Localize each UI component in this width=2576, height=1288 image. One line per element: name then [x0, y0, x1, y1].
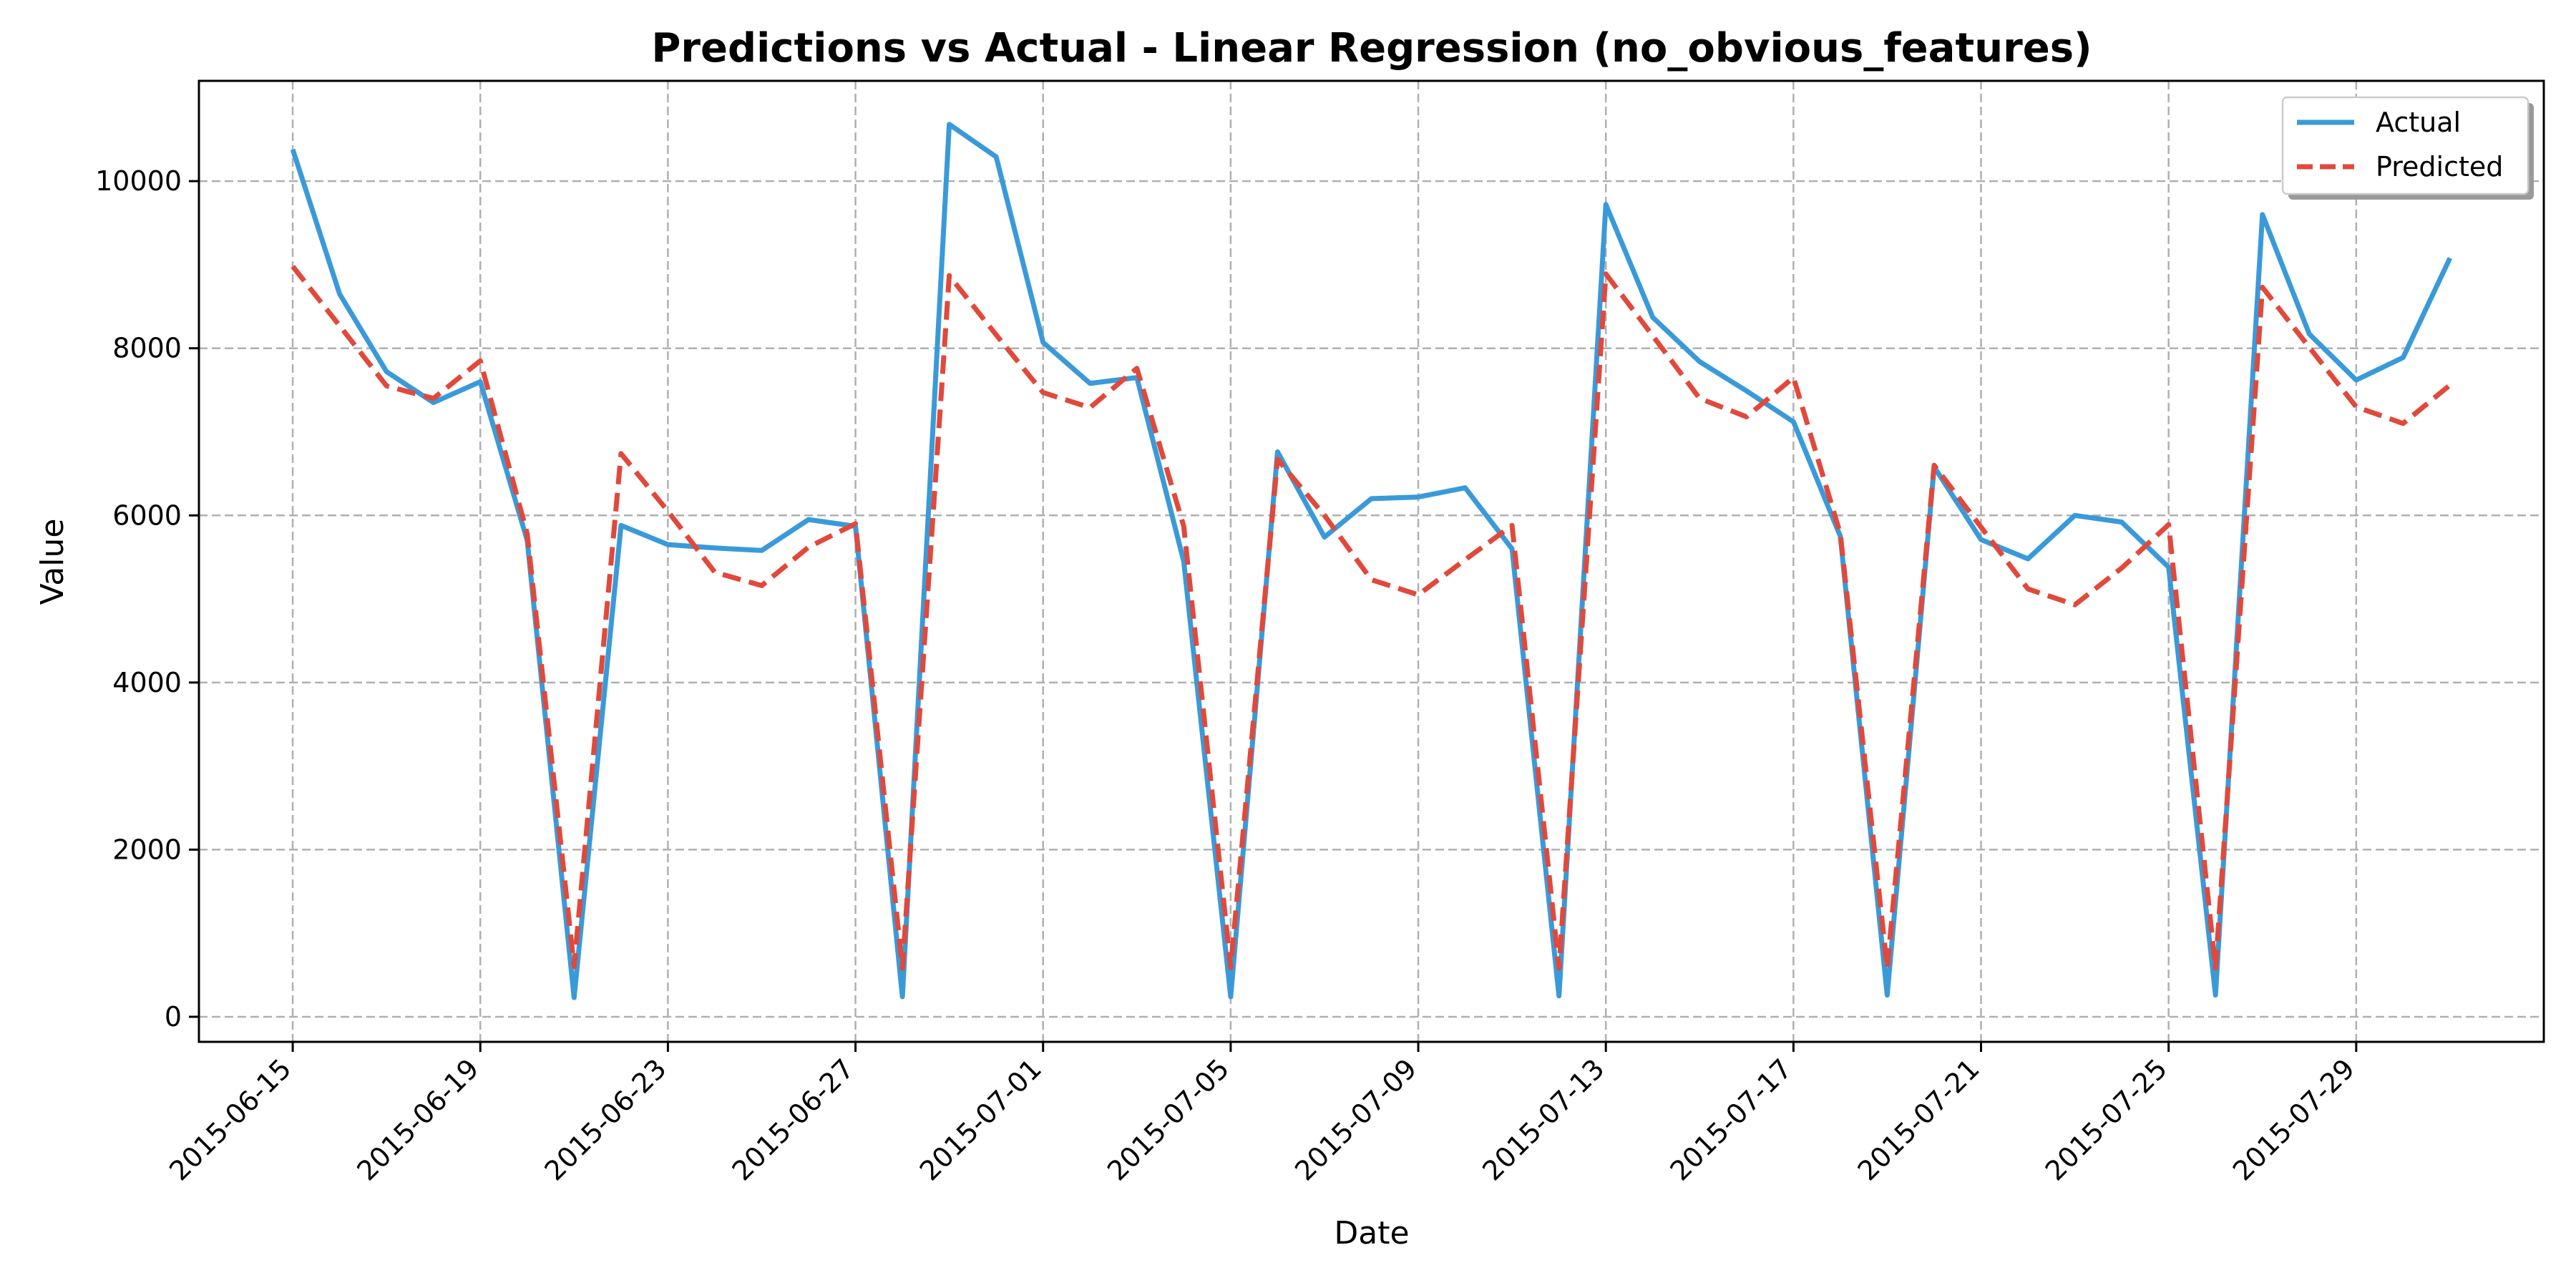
legend-label-predicted: Predicted	[2376, 151, 2503, 182]
x-axis-label: Date	[1334, 1215, 1409, 1252]
legend-label-actual: Actual	[2376, 107, 2461, 138]
chart-title: Predictions vs Actual - Linear Regressio…	[651, 25, 2092, 72]
y-tick-label: 6000	[112, 499, 182, 531]
y-tick-label: 4000	[112, 667, 182, 698]
plot-lines	[290, 122, 2453, 1000]
legend: Actual Predicted	[2281, 96, 2534, 200]
plot-frame	[197, 79, 2545, 1043]
y-tick-label: 10000	[95, 165, 182, 197]
y-tick-label: 0	[165, 1001, 182, 1033]
y-axis: 0 2000 4000 6000 8000 10000	[95, 165, 199, 1033]
y-axis-label: Value	[34, 519, 71, 605]
y-tick-label: 8000	[112, 333, 182, 364]
y-tick-label: 2000	[112, 834, 182, 865]
